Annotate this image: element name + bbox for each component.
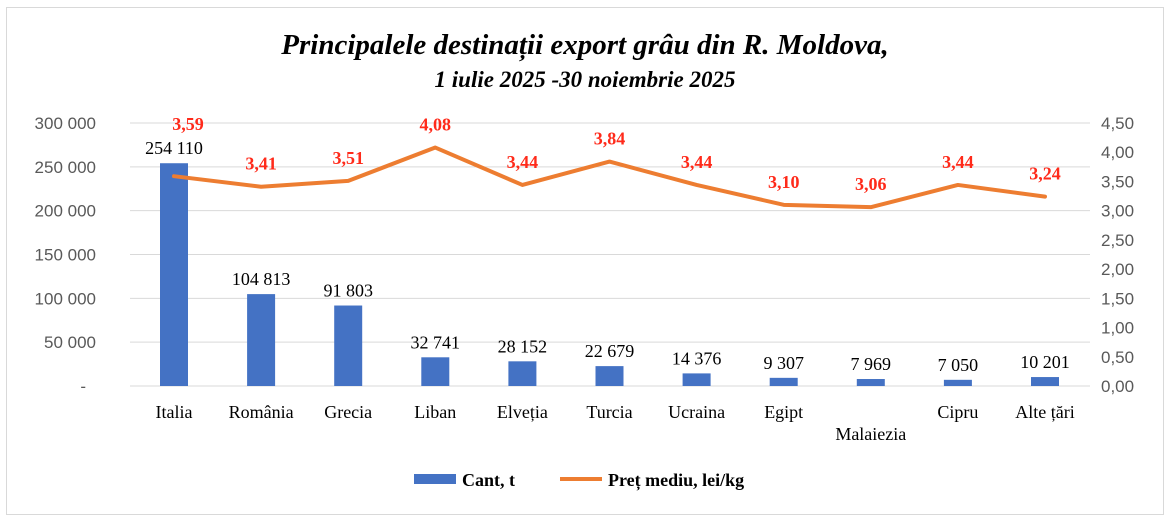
y-left-tick-label: 250 000 [35,158,96,177]
y-right-tick-label: 2,50 [1101,231,1134,250]
x-category-label: Malaiezia [835,424,906,444]
chart-title: Principalele destinații export grâu din … [280,29,888,62]
line-data-label: 3,44 [681,152,713,172]
bar-data-label: 10 201 [1020,352,1070,372]
line-data-label: 3,24 [1029,164,1061,184]
line-data-label: 3,06 [855,174,887,194]
legend-swatch-bar [414,474,456,484]
chart-frame [6,7,1164,515]
y-left-tick-label: 150 000 [35,246,96,265]
bar-data-label: 7 969 [851,354,892,374]
bar-data-label: 32 741 [411,332,461,352]
y-left-tick-label: - [80,377,86,396]
bar [595,366,624,386]
line-point [346,179,350,183]
y-left-tick-label: 200 000 [35,202,96,221]
x-category-label: Alte țări [1015,402,1074,422]
bar-data-label: 9 307 [763,353,804,373]
bar-data-label: 14 376 [672,348,722,368]
line-point [869,205,873,209]
bar-data-label: 104 813 [232,269,291,289]
x-category-label: Egipt [764,402,803,422]
bar [943,379,972,386]
bar [769,377,798,386]
y-left-tick-label: 100 000 [35,289,96,308]
bar-data-label: 254 110 [145,138,203,158]
line-data-label: 3,59 [172,114,204,134]
legend-label-bar: Cant, t [462,470,515,490]
y-right-tick-label: 0,00 [1101,377,1134,396]
line-data-label: 3,84 [594,129,626,149]
x-category-label: Italia [156,402,193,422]
x-category-label: Elveția [497,402,548,422]
line-point [259,185,263,189]
price-line [172,145,1047,210]
bar-data-label: 7 050 [938,355,979,375]
bar [1031,377,1059,386]
x-category-label: Cipru [937,402,978,422]
y-right-tick-label: 1,00 [1101,319,1134,338]
x-category-label: Grecia [324,402,372,422]
x-category-label: România [229,402,294,422]
line-data-label: 3,51 [332,148,364,168]
line-data-label: 3,44 [507,152,539,172]
line-point [608,160,611,164]
bar-data-label: 91 803 [323,281,373,301]
y-right-tick-label: 0,50 [1101,348,1134,367]
x-category-label: Turcia [586,402,632,422]
line-data-label: 3,44 [942,152,974,172]
line-point [782,203,786,207]
y-right-tick-label: 2,00 [1101,260,1134,279]
y-left-tick-label: 50 000 [44,333,96,352]
y-left-tick-label: 300 000 [35,114,96,133]
y-right-tick-label: 3,50 [1101,172,1134,191]
line-data-label: 3,41 [245,154,277,174]
line-point [520,183,524,187]
bar [682,373,711,386]
y-right-tick-label: 1,50 [1101,289,1134,308]
bar [247,294,276,386]
line-point [172,174,176,178]
line-point [956,183,960,187]
line-point [1043,195,1047,199]
bar [160,163,188,386]
bar [421,357,450,386]
line-data-label: 3,10 [768,172,800,192]
chart-subtitle: 1 iulie 2025 -30 noiembrie 2025 [435,67,736,92]
bar [508,361,537,386]
y-right-tick-label: 4,00 [1101,143,1134,162]
bar-data-label: 22 679 [585,341,635,361]
line-data-label: 4,08 [420,115,452,135]
line-point [433,146,437,150]
bar [334,305,363,386]
bar [856,379,885,386]
x-category-label: Liban [414,402,456,422]
x-category-label: Ucraina [668,402,725,422]
legend-label-line: Preț mediu, lei/kg [608,470,744,491]
line-point [695,183,699,187]
bar-data-label: 28 152 [498,336,548,356]
legend: Cant, t Preț mediu, lei/kg [414,470,744,491]
y-right-tick-label: 4,50 [1101,114,1134,133]
y-right-tick-label: 3,00 [1101,202,1134,221]
